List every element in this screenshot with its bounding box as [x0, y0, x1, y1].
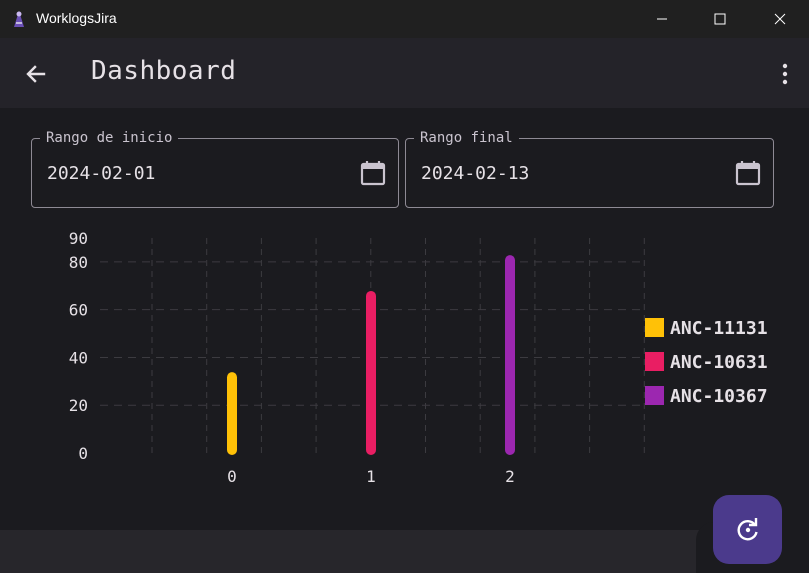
worklog-bar-chart: 0 20 40 60 80 90 0 1 2 ANC-11131 ANC-10631 ANC-1036…: [69, 229, 768, 486]
refresh-fab-button[interactable]: [713, 495, 782, 564]
refresh-icon: [736, 517, 758, 540]
start-date-field[interactable]: Rango de inicio 2024-02-01: [31, 129, 399, 208]
app-bar: Dashboard: [0, 38, 809, 108]
back-button[interactable]: [20, 58, 52, 90]
window-title: WorklogsJira: [36, 10, 117, 26]
legend-label: ANC-10631: [670, 352, 768, 373]
more-menu-button[interactable]: [770, 58, 800, 90]
arrow-back-icon: [26, 65, 46, 83]
y-tick-label: 90: [69, 229, 88, 248]
legend-swatch: [645, 386, 664, 405]
minimize-icon: [657, 18, 667, 20]
calendar-icon[interactable]: [359, 159, 387, 187]
y-tick-label: 60: [69, 301, 88, 320]
x-tick-label: 2: [505, 467, 515, 486]
end-date-label: Rango final: [414, 129, 519, 147]
legend-swatch: [645, 318, 664, 337]
bottom-app-bar: [0, 530, 809, 573]
legend-label: ANC-10367: [670, 386, 768, 407]
x-tick-label: 0: [227, 467, 237, 486]
minimize-button[interactable]: [633, 0, 691, 38]
y-tick-label: 80: [69, 253, 88, 272]
legend-swatch: [645, 352, 664, 371]
window-titlebar: WorklogsJira: [0, 0, 809, 38]
maximize-icon: [714, 13, 726, 25]
start-date-label: Rango de inicio: [40, 129, 179, 147]
y-tick-label: 40: [69, 348, 88, 367]
close-icon: [774, 13, 786, 25]
app-logo-icon: [14, 11, 24, 27]
legend-label: ANC-11131: [670, 318, 768, 339]
more-vert-icon: [782, 63, 788, 85]
end-date-field[interactable]: Rango final 2024-02-13: [405, 129, 774, 208]
start-date-value: 2024-02-01: [47, 163, 156, 184]
calendar-icon[interactable]: [734, 159, 762, 187]
close-button[interactable]: [751, 0, 809, 38]
maximize-button[interactable]: [691, 0, 749, 38]
x-tick-label: 1: [366, 467, 376, 486]
y-tick-label: 20: [69, 396, 88, 415]
page-title: Dashboard: [91, 56, 237, 86]
y-tick-label: 0: [78, 444, 88, 463]
end-date-value: 2024-02-13: [421, 163, 530, 184]
